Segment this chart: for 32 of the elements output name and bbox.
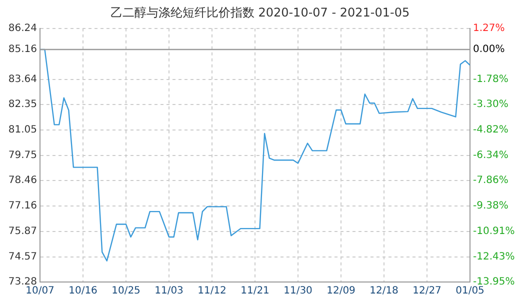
x-tick-label: 10/16 [68,286,98,297]
y-tick-label: 86.24 [8,22,37,34]
y-tick-label: 75.87 [8,226,37,237]
y-tick-label: 85.16 [8,44,37,56]
x-tick-label: 12/18 [370,286,398,297]
y2-tick-label: -6.34% [473,150,508,161]
y2-tick-label: -9.38% [473,200,508,212]
x-tick-label: 12/27 [412,286,442,297]
x-tick-label: 10/07 [26,286,54,297]
y2-tick-label: -7.86% [473,175,508,186]
y-tick-label: 79.75 [8,150,37,161]
y2-tick-label: 0.00% [473,44,505,56]
x-tick-label: 12/09 [326,286,356,297]
x-tick-label: 11/03 [154,286,184,297]
y2-tick-label: -12.43% [473,251,515,262]
x-tick-label: 11/12 [198,286,226,297]
y2-tick-label: -1.78% [473,74,508,85]
y-tick-label: 83.64 [8,74,37,85]
y2-tick-label: -10.91% [473,226,515,237]
y-tick-label: 74.57 [8,251,37,262]
y-tick-label: 81.05 [8,124,37,136]
y-tick-label: 77.16 [8,200,37,212]
x-tick-label: 11/30 [284,286,312,297]
y2-tick-label: 1.27% [473,22,505,34]
y-tick-label: 78.46 [8,175,37,186]
y2-tick-label: -4.82% [473,124,508,136]
x-tick-label: 11/21 [240,286,270,297]
x-tick-label: 10/25 [112,286,140,297]
y2-tick-label: -3.30% [473,99,508,110]
x-tick-label: 01/05 [456,286,484,297]
y-tick-label: 82.35 [8,99,37,110]
chart-title: 乙二醇与涤纶短纤比价指数 2020-10-07 - 2021-01-05 [110,5,410,20]
